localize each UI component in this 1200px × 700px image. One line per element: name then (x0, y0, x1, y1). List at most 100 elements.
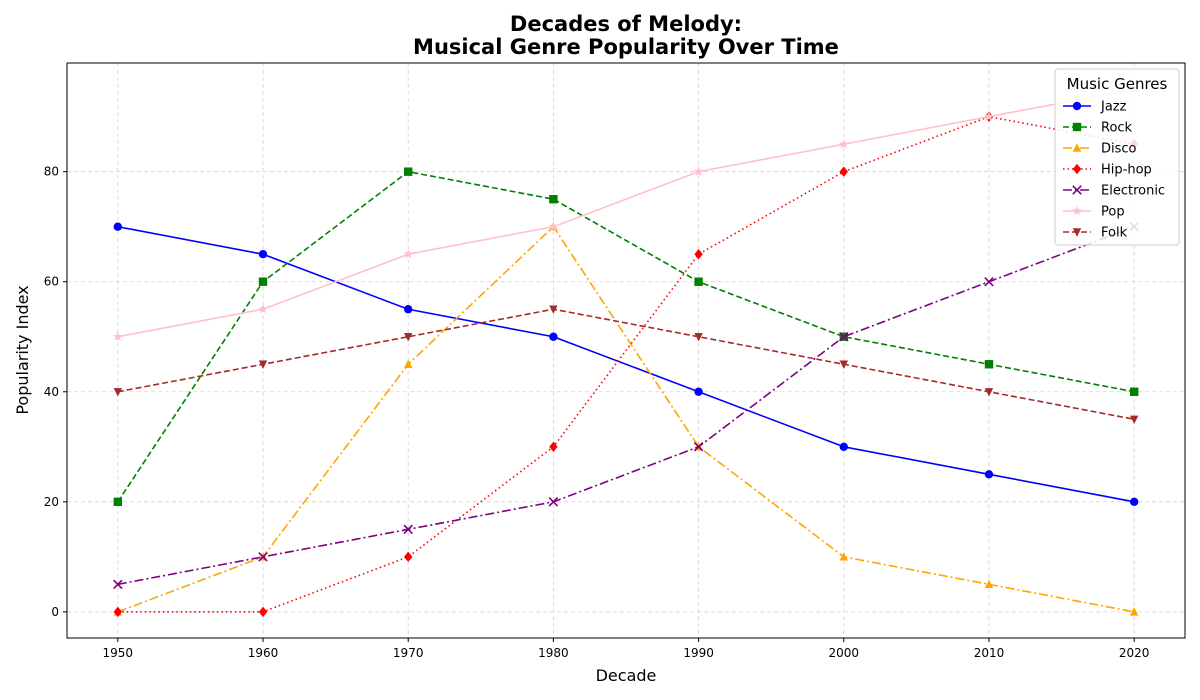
data-point-electronic (984, 276, 994, 287)
data-point-rock (404, 167, 413, 176)
legend-item-pop: Pop (1063, 205, 1125, 220)
data-point-jazz (839, 442, 848, 451)
data-point-pop (113, 331, 123, 341)
data-point-jazz (984, 470, 994, 479)
data-point-rock (984, 360, 994, 369)
x-tick-label: 2000 (829, 646, 860, 660)
data-point-jazz (694, 387, 703, 396)
legend-label: Rock (1101, 121, 1133, 136)
legend-label: Jazz (1100, 100, 1127, 115)
x-tick-label: 1990 (683, 646, 714, 660)
data-point-rock (113, 497, 123, 507)
y-tick-label: 40 (44, 385, 59, 399)
data-point-hip-hop (258, 606, 268, 618)
x-tick-label: 1970 (393, 646, 424, 660)
data-point-jazz (113, 222, 123, 231)
series-line-rock (117, 170, 1135, 503)
legend-label: Electronic (1101, 184, 1165, 199)
legend-marker (1072, 143, 1082, 152)
data-point-folk (1129, 415, 1139, 424)
data-point-electronic (113, 579, 123, 590)
series-rock (113, 167, 1139, 507)
chart-title: Decades of Melody: (510, 12, 742, 36)
chart-subtitle: Musical Genre Popularity Over Time (413, 35, 839, 59)
data-point-electronic (258, 552, 268, 562)
y-tick-label: 0 (51, 605, 59, 619)
legend-marker (1072, 122, 1082, 132)
data-point-disco (839, 552, 848, 561)
data-point-rock (694, 277, 703, 286)
legend-label: Hip-hop (1101, 163, 1152, 178)
data-point-disco (404, 359, 413, 368)
legend-marker (1072, 101, 1082, 111)
grid (67, 63, 1185, 638)
legend-item-rock: Rock (1063, 121, 1133, 136)
data-point-disco (1129, 607, 1139, 616)
series-line-hip-hop (117, 115, 1135, 613)
data-point-folk (404, 333, 413, 342)
x-axis-label: Decade (596, 666, 657, 685)
legend-item-hip-hop: Hip-hop (1063, 163, 1152, 178)
legend-item-folk: Folk (1063, 226, 1128, 241)
legend-item-electronic: Electronic (1063, 184, 1165, 199)
data-point-electronic (693, 442, 704, 452)
data-point-folk (839, 360, 848, 369)
y-tick-label: 20 (44, 495, 59, 509)
data-point-pop (258, 304, 268, 314)
data-point-hip-hop (113, 606, 123, 618)
data-point-rock (1129, 387, 1139, 396)
data-point-hip-hop (694, 249, 703, 260)
y-axis-label: Popularity Index (13, 285, 32, 414)
data-point-pop (839, 139, 849, 149)
x-tick-label: 1980 (538, 646, 569, 660)
x-tick-label: 2010 (974, 646, 1005, 660)
legend-item-disco: Disco (1063, 142, 1137, 157)
data-point-folk (549, 305, 558, 314)
series-pop (113, 84, 1139, 341)
data-point-pop (403, 249, 413, 259)
data-point-jazz (1129, 497, 1139, 507)
data-point-hip-hop (549, 441, 558, 452)
data-point-folk (113, 388, 123, 397)
series-line-electronic (117, 225, 1135, 586)
axis-ticks: 1950 1960 1970 1980 1990 2000 2010 2020 0 20 40 60 8… (44, 165, 1150, 660)
series-line-pop (117, 88, 1135, 338)
legend-marker (1072, 228, 1082, 237)
data-point-disco (984, 579, 994, 589)
data-point-electronic (839, 331, 849, 342)
data-point-hip-hop (404, 551, 413, 563)
legend-marker (1072, 163, 1082, 175)
series-line-jazz (117, 225, 1135, 503)
series-folk (113, 305, 1139, 424)
series-line-disco (117, 225, 1135, 613)
legend-label: Folk (1101, 226, 1128, 241)
series-electronic (113, 221, 1139, 590)
legend-box (1054, 68, 1180, 246)
data-point-rock (549, 194, 558, 204)
series-disco (113, 221, 1139, 616)
series-line-folk (117, 308, 1135, 421)
legend-label: Pop (1101, 205, 1125, 220)
legend-marker (1072, 206, 1082, 216)
data-point-pop (693, 166, 704, 176)
series-jazz (113, 222, 1139, 507)
data-point-pop (984, 111, 994, 121)
x-tick-label: 2020 (1119, 646, 1150, 660)
legend-item-jazz: Jazz (1063, 100, 1127, 115)
y-tick-label: 80 (44, 165, 59, 179)
plot-frame (66, 62, 1186, 639)
legend-title: Music Genres (1067, 75, 1168, 93)
data-point-rock (258, 277, 268, 286)
y-tick-label: 60 (44, 275, 59, 289)
data-point-hip-hop (839, 166, 848, 177)
data-point-folk (984, 388, 994, 397)
data-point-jazz (404, 305, 413, 314)
data-point-folk (694, 333, 703, 342)
series-group (113, 84, 1139, 618)
data-point-pop (548, 221, 559, 231)
data-point-electronic (548, 497, 559, 507)
data-point-electronic (403, 524, 413, 535)
x-tick-label: 1960 (248, 646, 279, 660)
x-tick-label: 1950 (103, 646, 134, 660)
